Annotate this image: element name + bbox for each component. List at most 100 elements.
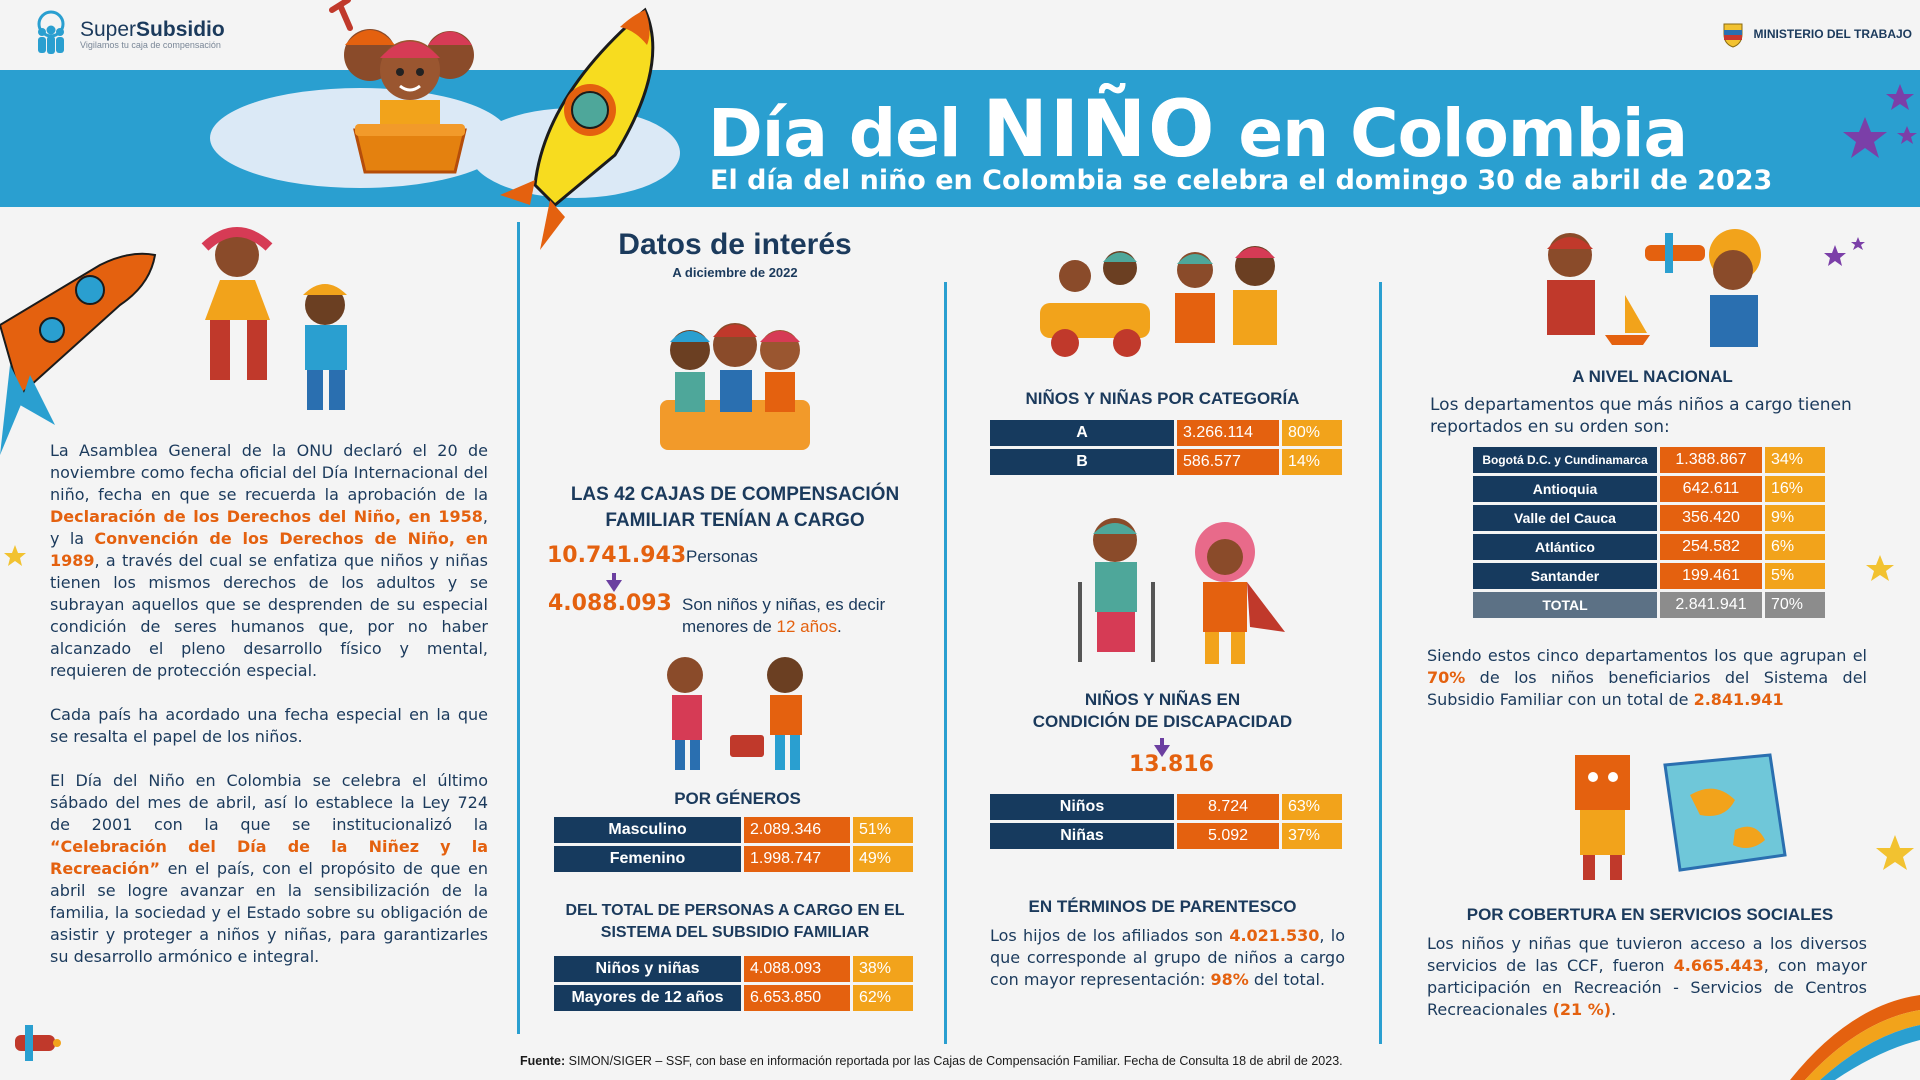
banner-subtitle: El día del niño en Colombia se celebra e… [710, 165, 1773, 196]
row-value: 356.420 [1660, 505, 1762, 531]
row-percent: 63% [1282, 794, 1342, 820]
categoria-title: NIÑOS Y NIÑAS POR CATEGORÍA [1025, 389, 1300, 408]
row-percent: 49% [853, 846, 913, 872]
arrow-down-icon [606, 580, 622, 592]
ministry-label: MINISTERIO DEL TRABAJO [1753, 27, 1912, 41]
parentesco-title: EN TÉRMINOS DE PARENTESCO [1028, 897, 1297, 916]
ninos-value: 4.088.093 [548, 591, 672, 616]
row-percent: 70% [1765, 592, 1825, 618]
row-label: Niños y niñas [554, 956, 741, 982]
datos-title: Datos de interés [618, 228, 852, 261]
kids-reading-illustration [660, 323, 810, 450]
coat-of-arms-icon [1723, 23, 1743, 48]
table-row: Mayores de 12 años 6.653.850 62% [554, 985, 913, 1011]
generos-title: POR GÉNEROS [674, 789, 801, 808]
total-title: DEL TOTAL DE PERSONAS A CARGO EN EL SIST… [565, 902, 905, 941]
row-label: Valle del Cauca [1473, 505, 1657, 531]
banner-title: Día del NIÑO en Colombia [708, 85, 1688, 175]
categoria-table: A 3.266.114 80% B 586.577 14% [987, 417, 1345, 478]
discapacidad-value: 13.816 [1129, 752, 1214, 777]
discapacidad-title: NIÑOS Y NIÑAS EN CONDICIÓN DE DISCAPACID… [1032, 690, 1293, 731]
row-value: 642.611 [1660, 476, 1762, 502]
row-label: Femenino [554, 846, 741, 872]
purple-stars-icon [1843, 84, 1917, 158]
cinco-departamentos-text: Siendo estos cinco departamentos los que… [1427, 646, 1867, 709]
cobertura-title: POR COBERTURA EN SERVICIOS SOCIALES [1466, 905, 1834, 924]
intro-paragraph: Cada país ha acordado una fecha especial… [50, 705, 488, 746]
logo-name: SuperSubsidio [80, 18, 225, 41]
row-value: 4.088.093 [744, 956, 850, 982]
table-row: B 586.577 14% [990, 449, 1342, 475]
row-label: Niñas [990, 823, 1174, 849]
kids-car-illustration [1040, 246, 1277, 357]
top-bar: SuperSubsidio Vigilamos tu caja de compe… [0, 0, 1920, 70]
row-value: 1.388.867 [1660, 447, 1762, 473]
row-value: 6.653.850 [744, 985, 850, 1011]
kids-in-boat-illustration [329, 0, 474, 174]
row-value: 5.092 [1177, 823, 1279, 849]
personas-value: 10.741.943 [547, 543, 687, 568]
discapacidad-table: Niños 8.724 63% Niñas 5.092 37% [987, 791, 1345, 852]
kids-costume-illustration [1078, 518, 1285, 664]
total-table: Niños y niñas 4.088.093 38% Mayores de 1… [551, 953, 916, 1014]
table-row: Atlántico 254.582 6% [1473, 534, 1825, 560]
row-value: 1.998.747 [744, 846, 850, 872]
row-percent: 34% [1765, 447, 1825, 473]
arrow-down-icon [1154, 745, 1170, 757]
table-row: Masculino 2.089.346 51% [554, 817, 913, 843]
supersubsidio-icon [37, 10, 65, 54]
row-percent: 16% [1765, 476, 1825, 502]
kids-toys-illustration [1547, 229, 1761, 347]
row-label: TOTAL [1473, 592, 1657, 618]
row-percent: 62% [853, 985, 913, 1011]
cobertura-text: Los niños y niñas que tuvieron acceso a … [1427, 934, 1867, 1019]
table-row: Niños y niñas 4.088.093 38% [554, 956, 913, 982]
row-percent: 80% [1282, 420, 1342, 446]
datos-date: A diciembre de 2022 [672, 265, 798, 280]
intro-paragraph: El Día del Niño en Colombia se celebra e… [50, 771, 488, 966]
kid-map-illustration [1575, 753, 1787, 880]
table-row: Valle del Cauca 356.420 9% [1473, 505, 1825, 531]
kids-playing-illustration [201, 227, 347, 410]
table-row: Niñas 5.092 37% [990, 823, 1342, 849]
purple-stars-icon [1824, 237, 1865, 266]
yellow-star-icon [1866, 555, 1894, 581]
row-label: Niños [990, 794, 1174, 820]
ninos-label: Son niños y niñas, es decir menores de 1… [682, 595, 886, 636]
generos-table: Masculino 2.089.346 51% Femenino 1.998.7… [551, 814, 916, 875]
row-value: 2.841.941 [1660, 592, 1762, 618]
row-value: 254.582 [1660, 534, 1762, 560]
row-percent: 51% [853, 817, 913, 843]
table-row: Santander 199.461 5% [1473, 563, 1825, 589]
row-label: Antioquia [1473, 476, 1657, 502]
cajas-title: LAS 42 CAJAS DE COMPENSACIÓN FAMILIAR TE… [570, 484, 900, 531]
arrow-stem [1160, 738, 1164, 746]
row-value: 2.089.346 [744, 817, 850, 843]
row-percent: 5% [1765, 563, 1825, 589]
row-value: 199.461 [1660, 563, 1762, 589]
row-percent: 14% [1282, 449, 1342, 475]
column-divider [517, 222, 520, 1034]
logo-tagline: Vigilamos tu caja de compensación [80, 40, 221, 50]
table-row-total: TOTAL 2.841.941 70% [1473, 592, 1825, 618]
table-row: Femenino 1.998.747 49% [554, 846, 913, 872]
column-divider [1379, 282, 1382, 1044]
row-label: Masculino [554, 817, 741, 843]
row-percent: 6% [1765, 534, 1825, 560]
ministry-logo[interactable]: MINISTERIO DEL TRABAJO [1720, 20, 1912, 48]
title-banner: Día del NIÑO en Colombia El día del niño… [0, 70, 1920, 207]
table-row: Niños 8.724 63% [990, 794, 1342, 820]
row-percent: 38% [853, 956, 913, 982]
red-rocket-illustration [0, 252, 157, 455]
personas-label: Personas [686, 547, 758, 566]
yellow-star-icon [1876, 835, 1914, 870]
column-divider [944, 282, 947, 1044]
yellow-star-icon [4, 545, 26, 566]
intro-paragraph: La Asamblea General de la ONU declaró el… [50, 441, 489, 680]
table-row: Antioquia 642.611 16% [1473, 476, 1825, 502]
table-row: Bogotá D.C. y Cundinamarca 1.388.867 34% [1473, 447, 1825, 473]
row-value: 8.724 [1177, 794, 1279, 820]
parentesco-text: Los hijos de los afiliados son 4.021.530… [990, 926, 1346, 989]
supersubsidio-logo[interactable]: SuperSubsidio Vigilamos tu caja de compe… [30, 10, 225, 58]
intro-text: La Asamblea General de la ONU declaró el… [50, 440, 488, 990]
